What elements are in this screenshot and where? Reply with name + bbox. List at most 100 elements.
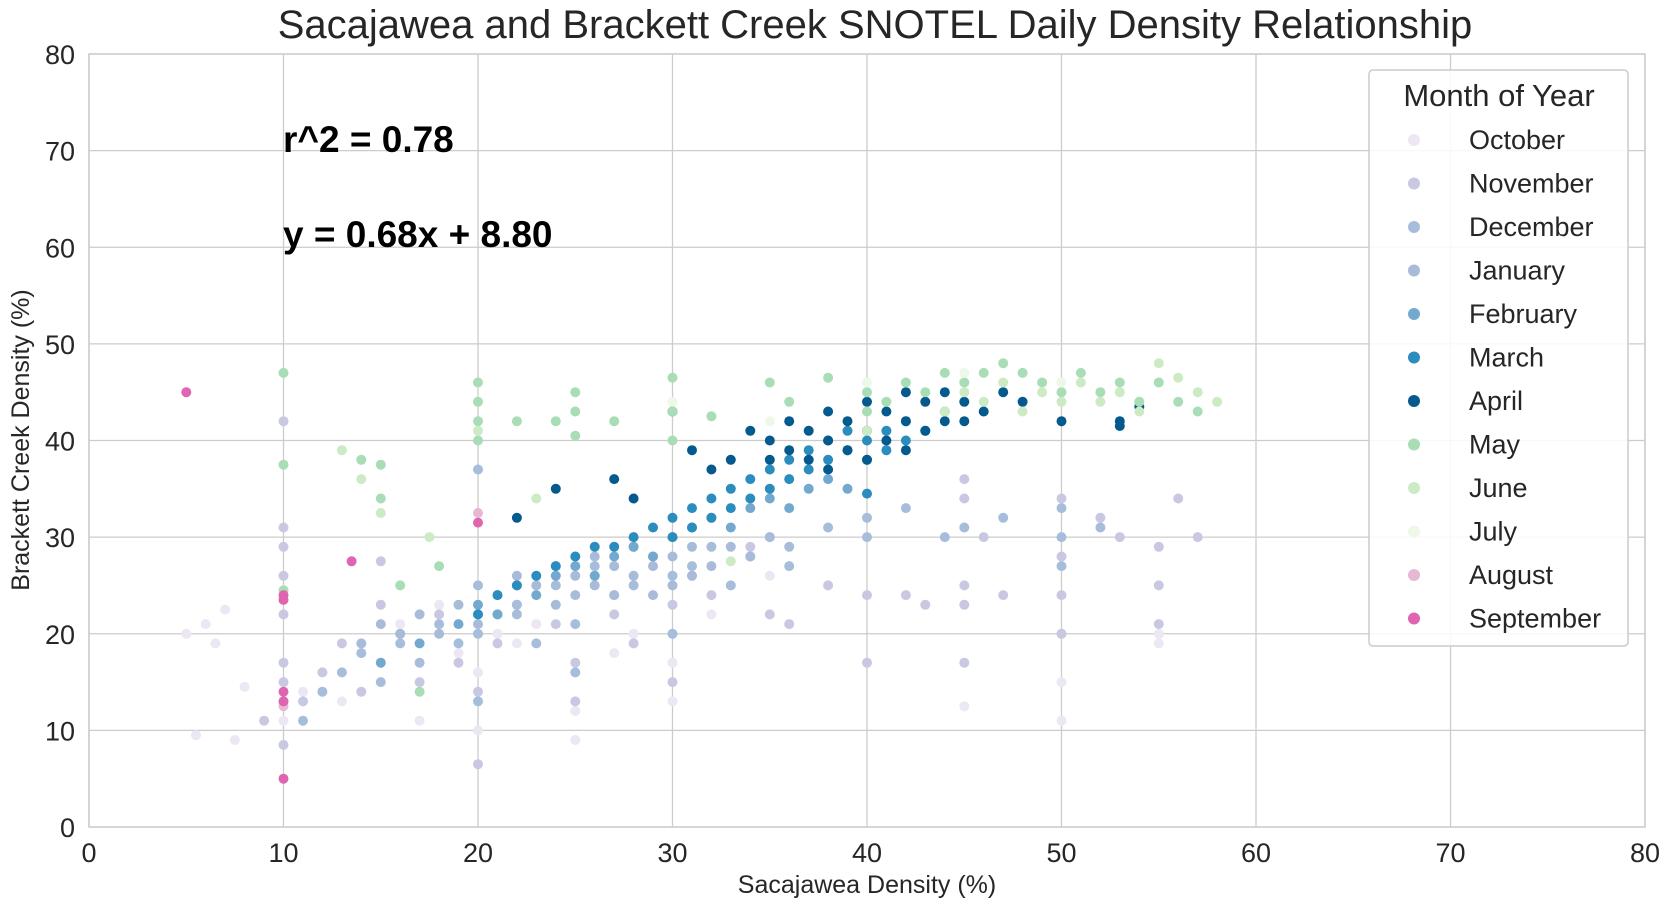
- data-point: [1056, 532, 1067, 543]
- data-point: [1153, 541, 1164, 552]
- data-point: [667, 551, 678, 562]
- data-point: [473, 696, 483, 707]
- data-point: [346, 556, 357, 567]
- data-point: [803, 454, 814, 465]
- data-point: [434, 599, 445, 610]
- regression-equation-annotation: y = 0.68x + 8.80: [283, 214, 553, 255]
- data-point: [298, 686, 308, 697]
- data-point: [667, 396, 678, 407]
- data-point: [336, 696, 347, 707]
- data-point: [609, 474, 620, 485]
- data-point: [473, 619, 483, 630]
- data-point: [706, 493, 717, 504]
- data-point: [803, 425, 814, 436]
- data-point: [453, 599, 464, 610]
- data-point: [1153, 580, 1164, 591]
- data-point: [473, 667, 483, 678]
- data-point: [531, 619, 542, 630]
- series-january: [356, 532, 795, 649]
- data-point: [589, 580, 600, 591]
- data-point: [395, 638, 406, 649]
- data-point: [842, 483, 853, 494]
- data-point: [764, 454, 775, 465]
- data-point: [784, 619, 795, 630]
- x-tick-label: 10: [268, 838, 298, 868]
- data-point: [434, 609, 445, 620]
- data-point: [356, 454, 367, 465]
- data-point: [667, 406, 678, 417]
- data-point: [862, 657, 872, 668]
- legend-marker: [1408, 177, 1420, 190]
- data-point: [278, 459, 289, 470]
- data-point: [278, 739, 289, 750]
- data-point: [920, 396, 931, 407]
- data-point: [181, 387, 192, 398]
- data-point: [959, 599, 970, 610]
- data-point: [473, 416, 483, 427]
- data-point: [1153, 638, 1164, 649]
- data-point: [667, 677, 678, 688]
- x-tick-label: 70: [1435, 838, 1465, 868]
- data-point: [959, 416, 970, 427]
- data-points: [181, 358, 1223, 784]
- data-point: [414, 609, 425, 620]
- data-point: [687, 561, 697, 572]
- data-point: [570, 551, 581, 562]
- data-point: [570, 619, 581, 630]
- data-point: [959, 522, 970, 533]
- data-point: [434, 561, 445, 572]
- data-point: [1056, 677, 1067, 688]
- legend-label: April: [1469, 386, 1523, 416]
- legend-label: January: [1469, 256, 1566, 286]
- data-point: [1192, 387, 1203, 398]
- data-point: [900, 377, 911, 388]
- data-point: [978, 406, 989, 417]
- data-point: [424, 532, 435, 543]
- data-point: [784, 396, 795, 407]
- data-point: [978, 396, 989, 407]
- data-point: [862, 396, 872, 407]
- data-point: [706, 541, 717, 552]
- data-point: [667, 628, 678, 639]
- series-may: [278, 358, 1203, 697]
- data-point: [745, 503, 756, 514]
- legend-item-april: April: [1408, 386, 1523, 416]
- data-point: [550, 580, 561, 591]
- data-point: [745, 541, 756, 552]
- data-point: [784, 503, 795, 514]
- data-point: [414, 677, 425, 688]
- data-point: [784, 541, 795, 552]
- data-point: [473, 435, 483, 446]
- legend-item-september: September: [1408, 604, 1601, 634]
- data-point: [278, 696, 289, 707]
- legend-item-february: February: [1408, 299, 1578, 329]
- legend-title: Month of Year: [1403, 78, 1594, 113]
- data-point: [667, 657, 678, 668]
- data-point: [628, 580, 639, 591]
- data-point: [900, 445, 911, 456]
- data-point: [589, 570, 600, 581]
- data-point: [278, 594, 289, 605]
- data-point: [278, 416, 289, 427]
- data-point: [1017, 396, 1028, 407]
- data-point: [667, 599, 678, 610]
- data-point: [1192, 532, 1203, 543]
- data-point: [473, 377, 483, 388]
- data-point: [356, 638, 367, 649]
- data-point: [998, 377, 1009, 388]
- data-point: [706, 464, 717, 475]
- data-point: [375, 619, 386, 630]
- data-point: [862, 488, 872, 499]
- legend-label: December: [1469, 212, 1594, 242]
- data-point: [959, 580, 970, 591]
- legend-item-june: June: [1408, 473, 1528, 503]
- legend: Month of Year October November December Jan…: [1368, 69, 1629, 647]
- data-point: [803, 483, 814, 494]
- data-point: [511, 580, 522, 591]
- data-point: [1134, 396, 1145, 407]
- x-tick-label: 60: [1241, 838, 1271, 868]
- legend-item-march: March: [1408, 343, 1544, 373]
- data-point: [492, 609, 503, 620]
- data-point: [414, 686, 425, 697]
